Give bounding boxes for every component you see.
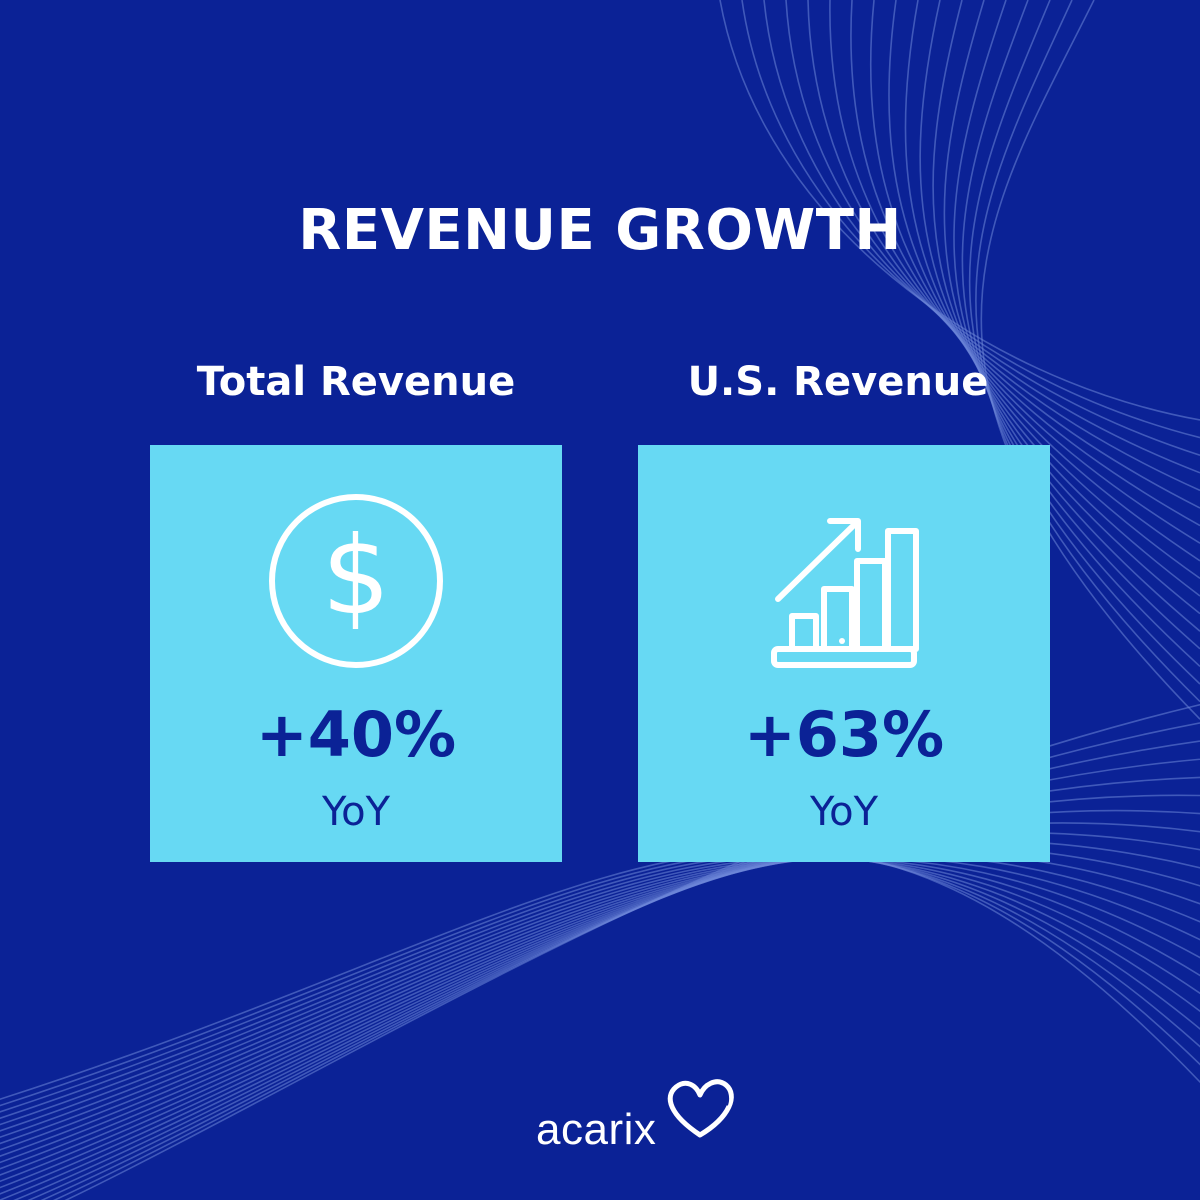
growth-bar-chart-icon (771, 518, 919, 668)
wave-line (968, 0, 1200, 685)
wave-line (943, 0, 1200, 632)
wave-line (763, 0, 1200, 456)
dollar-circle-icon: $ (269, 494, 443, 668)
wave-line (0, 848, 1200, 1100)
us-revenue-label: U.S. Revenue (687, 359, 989, 405)
wave-line (932, 0, 1200, 615)
total-revenue-label: Total Revenue (196, 359, 516, 405)
wave-line (975, 0, 1200, 703)
wave-line (980, 0, 1200, 720)
wave-line (0, 853, 1200, 1113)
wave-line (807, 0, 1200, 492)
wave-line (719, 0, 1200, 421)
wave-line (0, 855, 1200, 1120)
wave-line (961, 0, 1200, 667)
wave-line (869, 0, 1200, 544)
us-revenue-period: YoY (809, 789, 879, 835)
wave-line (0, 855, 1200, 1151)
wave-line (0, 857, 1200, 1138)
acarix-logo: acarix (530, 1075, 750, 1160)
total-revenue-card: $ +40% YoY (150, 445, 562, 862)
wave-line (0, 856, 1200, 1126)
wave-line (888, 0, 1200, 562)
total-revenue-value: +40% (255, 698, 457, 771)
us-revenue-value: +63% (743, 698, 945, 771)
wave-line (829, 0, 1200, 509)
wave-line (0, 857, 1200, 1132)
svg-text:$: $ (322, 514, 391, 639)
wave-line (785, 0, 1200, 474)
total-revenue-period: YoY (321, 789, 391, 835)
wave-line (0, 857, 1200, 1145)
page-title: REVENUE GROWTH (298, 198, 902, 263)
logo-wordmark: acarix (536, 1105, 657, 1154)
wave-line (904, 0, 1200, 580)
wave-line (741, 0, 1200, 439)
us-revenue-card: +63% YoY (638, 445, 1050, 862)
wave-line (0, 853, 1200, 1157)
heart-outline-icon (667, 1079, 734, 1138)
wave-line (850, 0, 1200, 527)
wave-line (953, 0, 1200, 650)
wave-line (0, 851, 1200, 1107)
wave-line (919, 0, 1200, 597)
